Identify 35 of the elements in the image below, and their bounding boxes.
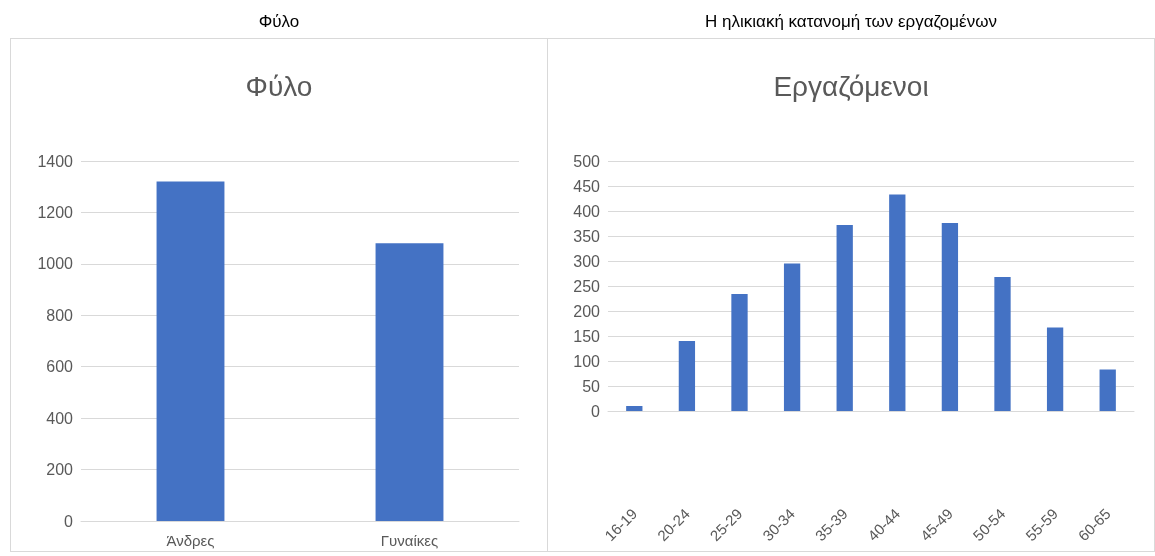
bar (1099, 369, 1116, 411)
bar (626, 406, 643, 411)
y-tick-label: 0 (591, 402, 601, 420)
y-tick-label: 300 (573, 252, 601, 270)
text: Φύλο (257, 12, 301, 32)
chart-title: Φύλο (245, 70, 313, 102)
y-tick-label: 600 (46, 358, 74, 376)
x-tick-label: Γυναίκες (380, 532, 439, 549)
bar (1046, 327, 1064, 411)
y-tick-label: 450 (573, 177, 601, 195)
y-tick-label: 1200 (37, 203, 74, 221)
bar (941, 223, 959, 411)
bar (783, 263, 801, 411)
y-tick-label: 150 (573, 327, 601, 345)
y-tick-label: 250 (573, 277, 601, 295)
y-tick-label: 50 (582, 377, 601, 395)
y-tick-label: 200 (46, 461, 74, 479)
text: Η ηλικιακή κατανομή των εργαζομένων (704, 12, 998, 32)
bar (678, 341, 696, 411)
y-tick-label: 100 (573, 352, 601, 370)
x-tick-label: Άνδρες (166, 532, 215, 549)
chart-title: Εργαζόμενοι (773, 70, 929, 102)
y-tick-label: 400 (573, 202, 601, 220)
y-tick-label: 350 (573, 227, 601, 245)
y-tick-label: 1400 (37, 152, 74, 170)
bar (994, 277, 1011, 411)
bar (889, 194, 906, 411)
y-tick-label: 1000 (37, 255, 74, 273)
y-tick-label: 800 (46, 306, 74, 324)
bar (836, 225, 853, 411)
y-tick-label: 500 (573, 152, 601, 170)
y-tick-label: 400 (46, 409, 74, 427)
bar (731, 294, 748, 411)
y-tick-label: 0 (64, 512, 74, 530)
y-tick-label: 200 (573, 302, 601, 320)
